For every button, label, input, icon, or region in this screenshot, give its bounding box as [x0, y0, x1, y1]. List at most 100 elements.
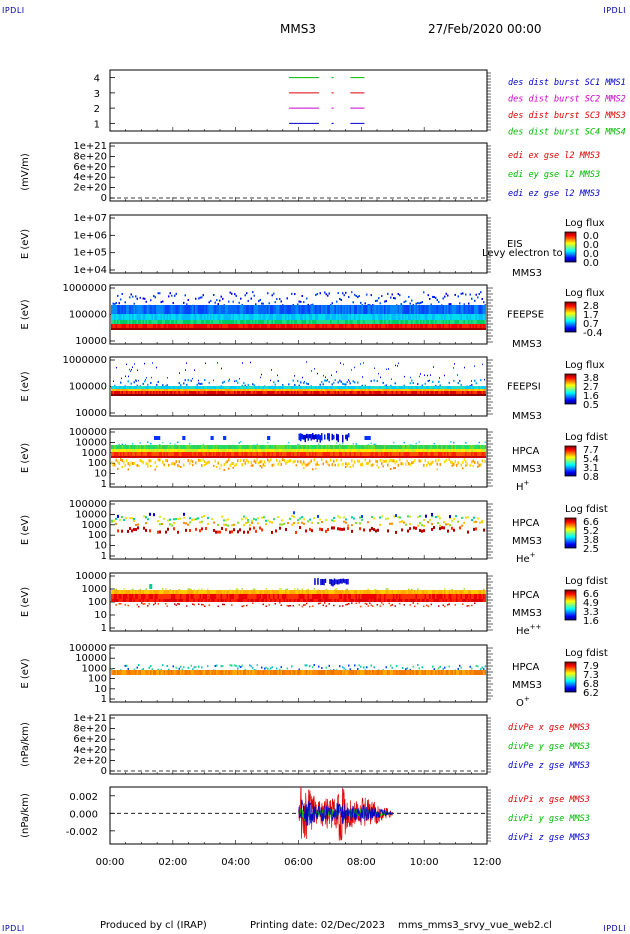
heatmap-cell [163, 517, 165, 520]
heatmap-cell [244, 294, 246, 297]
heatmap-cell [331, 452, 333, 456]
heatmap-cell [471, 328, 473, 330]
heatmap-cell [187, 379, 189, 382]
heatmap-cell [294, 314, 296, 320]
heatmap-cell [222, 386, 224, 389]
heatmap-cell [231, 456, 233, 458]
heatmap-cell [463, 328, 465, 330]
heatmap-cell [289, 386, 291, 389]
heatmap-cell [255, 324, 257, 328]
heatmap-cell [132, 462, 134, 466]
heatmap-cell [402, 391, 404, 394]
heatmap-cell [319, 292, 321, 295]
heatmap-cell [138, 449, 140, 452]
heatmap-cell [451, 320, 453, 324]
heatmap-cell [268, 320, 270, 324]
heatmap-cell [313, 328, 315, 330]
heatmap-cell [160, 314, 162, 320]
heatmap-cell [282, 389, 284, 391]
heatmap-cell [270, 590, 272, 594]
heatmap-cell [238, 590, 240, 594]
heatmap-cell [436, 462, 438, 466]
heatmap-cell [243, 394, 245, 396]
heatmap-cell [201, 527, 203, 531]
heatmap-cell [189, 517, 191, 520]
heatmap-cell [145, 522, 147, 525]
heatmap-cell [456, 386, 458, 389]
heatmap-cell [319, 456, 321, 458]
heatmap-cell [190, 459, 192, 463]
heatmap-cell [462, 456, 464, 458]
heatmap-cell [432, 305, 434, 315]
heatmap-cell [241, 391, 243, 394]
heatmap-cell [257, 517, 259, 520]
heatmap-cell [163, 314, 165, 320]
heatmap-cell [283, 386, 285, 389]
heatmap-cell [331, 433, 333, 441]
heatmap-cell [474, 299, 476, 302]
heatmap-cell [451, 328, 453, 330]
heatmap-cell [306, 391, 308, 394]
heatmap-cell [168, 391, 170, 394]
heatmap-cell [328, 305, 330, 315]
heatmap-cell [306, 452, 308, 456]
heatmap-cell [336, 320, 338, 324]
heatmap-cell [201, 463, 203, 467]
heatmap-cell [204, 460, 206, 464]
heatmap-cell [229, 320, 231, 324]
heatmap-cell [430, 456, 432, 458]
heatmap-cell [423, 529, 425, 533]
heatmap-cell [466, 449, 468, 452]
heatmap-cell [294, 305, 296, 315]
heatmap-cell [154, 386, 156, 389]
heatmap-cell [312, 433, 314, 440]
heatmap-cell [264, 391, 266, 394]
heatmap-cell [165, 305, 167, 315]
heatmap-cell [358, 386, 360, 389]
heatmap-cell [133, 320, 135, 324]
heatmap-cell [310, 594, 312, 599]
heatmap-cell [405, 462, 407, 466]
heatmap-cell [226, 389, 228, 391]
heatmap-cell [135, 320, 137, 324]
heatmap-cell [246, 314, 248, 320]
heatmap-cell [349, 380, 350, 383]
heatmap-cell [467, 516, 469, 519]
heatmap-cell [417, 524, 419, 527]
heatmap-cell [342, 462, 344, 466]
heatmap-cell [258, 314, 260, 320]
heatmap-cell [145, 461, 147, 465]
heatmap-cell [421, 320, 423, 324]
heatmap-cell [351, 394, 353, 396]
heatmap-cell [276, 386, 278, 389]
heatmap-cell [112, 449, 114, 452]
heatmap-cell [154, 452, 156, 456]
heatmap-cell [355, 328, 357, 330]
heatmap-cell [399, 445, 401, 449]
heatmap-cell [357, 459, 359, 463]
heatmap-cell [256, 443, 258, 446]
heatmap-cell [322, 452, 324, 456]
heatmap-cell [309, 394, 311, 396]
heatmap-cell [186, 303, 188, 306]
heatmap-cell [294, 590, 296, 594]
heatmap-cell [264, 314, 266, 320]
heatmap-cell [197, 517, 199, 520]
heatmap-cell [153, 305, 155, 315]
colorbar [564, 301, 577, 333]
heatmap-cell [117, 529, 119, 533]
heatmap-cell [175, 386, 177, 389]
heatmap-cell [472, 314, 474, 320]
heatmap-cell [304, 314, 306, 320]
heatmap-cell [118, 456, 120, 458]
heatmap-cell [415, 445, 417, 449]
heatmap-cell [475, 305, 477, 315]
heatmap-cell [480, 389, 482, 391]
heatmap-cell [349, 590, 351, 594]
heatmap-cell [142, 590, 144, 594]
heatmap-cell [111, 452, 113, 456]
heatmap-cell [258, 300, 260, 303]
heatmap-cell [393, 305, 395, 315]
heatmap-cell [115, 324, 117, 328]
heatmap-cell [156, 386, 158, 389]
